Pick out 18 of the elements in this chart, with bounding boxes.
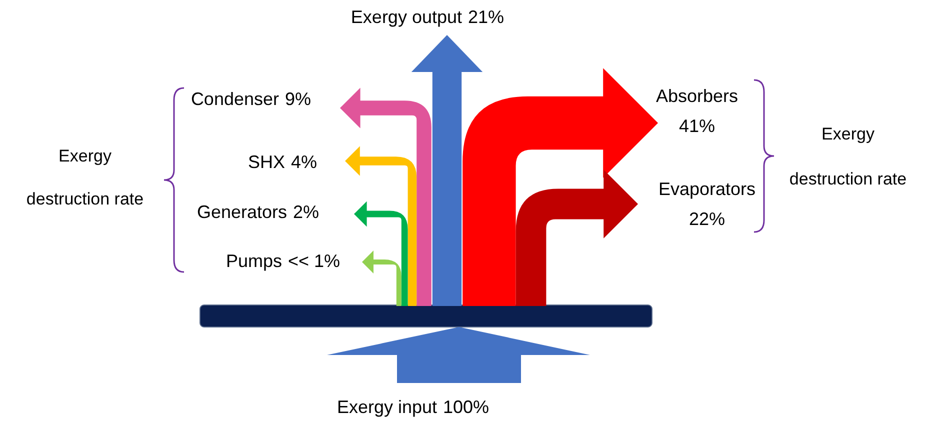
data-label: 21% <box>468 6 504 27</box>
data-label: << 1% <box>288 250 340 271</box>
data-label: 100% <box>443 396 490 417</box>
data-label: 41% <box>678 116 716 136</box>
text: Exergy destruction rate <box>26 146 144 209</box>
category-label: Condenser <box>190 88 279 109</box>
category-label: Exergy output <box>350 6 462 27</box>
data-label: 4% <box>291 152 318 172</box>
category-label: Absorbers <box>656 86 738 106</box>
category-label: Evaporators <box>658 178 756 199</box>
category-label: SHX <box>248 152 285 172</box>
data-label: 2% <box>293 202 320 222</box>
category-label: Generators <box>196 202 287 222</box>
category-label: Exergy input <box>336 396 437 417</box>
category-label: Pumps <box>226 250 282 271</box>
data-label: 22% <box>688 208 726 229</box>
text: Exergy destruction rate <box>789 124 907 189</box>
data-label: 9% <box>285 88 312 109</box>
